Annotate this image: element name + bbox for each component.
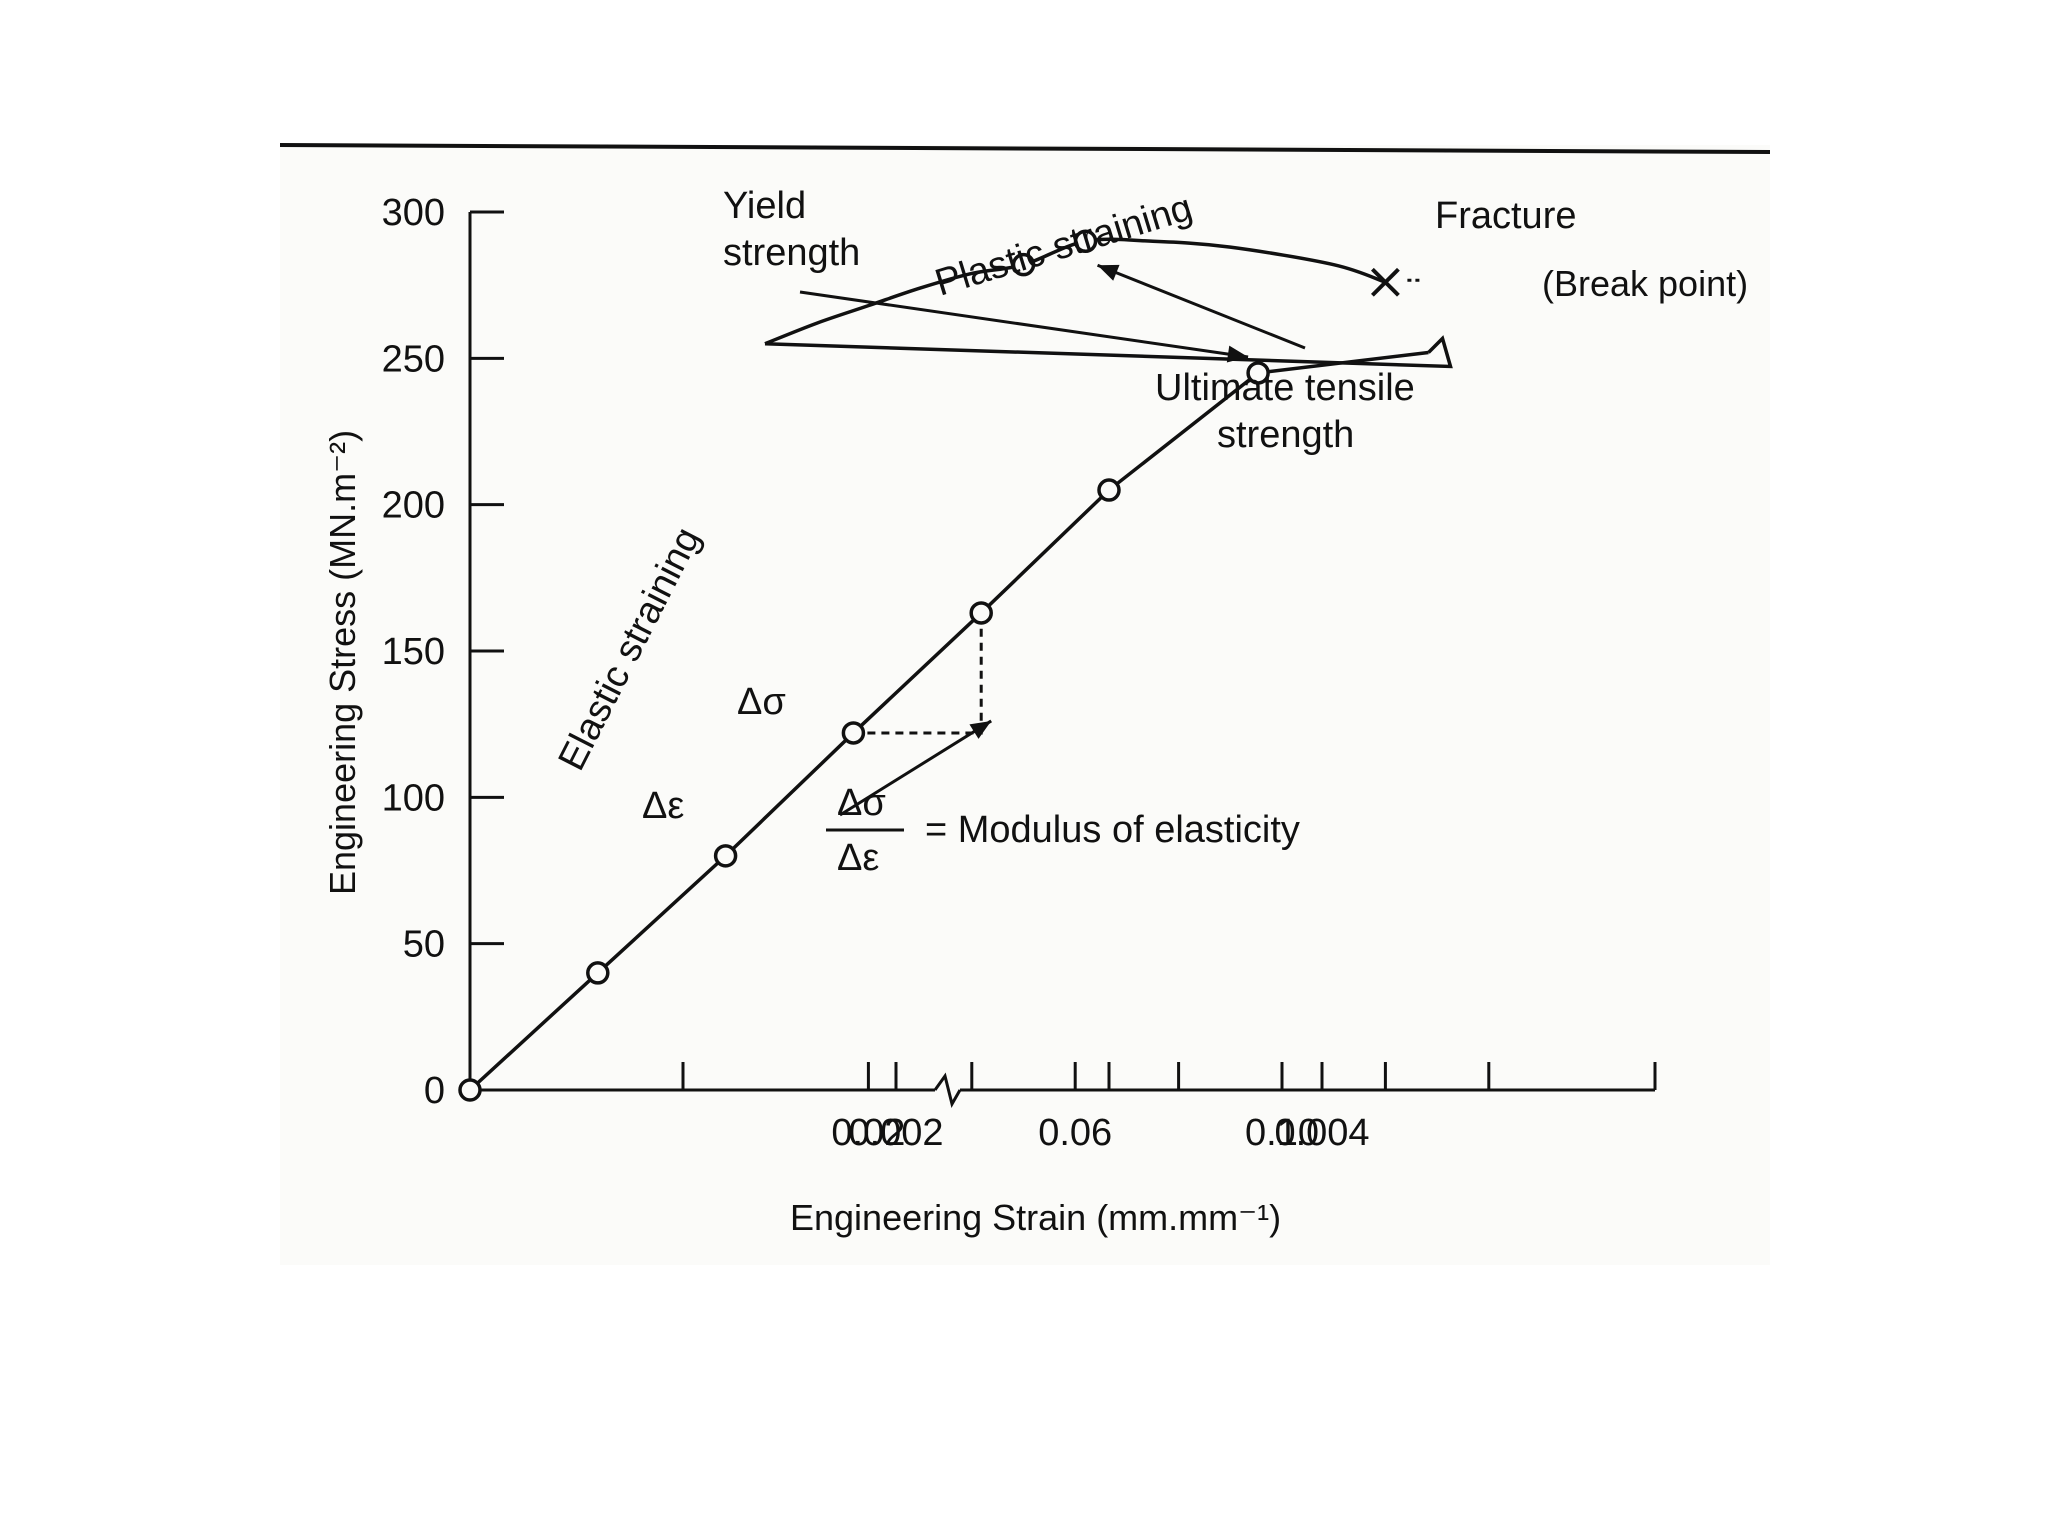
yield-label-line2: strength <box>723 232 860 274</box>
modulus-arrow-shaft <box>839 719 992 817</box>
uts-arrow-head <box>1097 264 1120 281</box>
y-tick-label-250: 250 <box>382 338 445 380</box>
y-tick-label-150: 150 <box>382 631 445 673</box>
data-point-marker <box>458 1078 482 1102</box>
data-point-marker <box>841 721 866 745</box>
x-tick-label-0.002: 0.002 <box>848 1112 943 1154</box>
x-tick-label-0.06: 0.06 <box>1038 1112 1112 1154</box>
uts-label-line1: Ultimate tensile <box>1155 367 1415 409</box>
x-axis-break <box>933 1072 962 1108</box>
yield-arrow-shaft <box>799 290 1249 359</box>
data-point-marker <box>969 601 993 625</box>
data-point-marker <box>1073 229 1098 254</box>
data-point-marker <box>1011 252 1036 277</box>
data-point-marker <box>713 844 738 868</box>
plastic-curve <box>764 237 1386 346</box>
uts-arrow-shaft <box>1096 263 1306 350</box>
uts-label-line2: strength <box>1217 414 1354 456</box>
modulus-arrow-head <box>969 720 992 739</box>
y-tick-label-50: 50 <box>403 924 445 966</box>
curve-break-mark <box>764 335 1453 369</box>
scanned-paper <box>280 145 1770 1265</box>
elastic-line <box>468 350 1429 1092</box>
delta-sigma-label: Δσ <box>737 681 786 723</box>
modulus-label: = Modulus of elasticity <box>925 809 1300 851</box>
x-axis-title: Engineering Strain (mm.mm⁻¹) <box>790 1197 1281 1238</box>
x-tick-label-0.10: 0.10 <box>1245 1112 1319 1154</box>
delta-epsilon-label: Δε <box>642 785 684 827</box>
y-tick-label-100: 100 <box>382 777 445 819</box>
ratio-denominator: Δε <box>837 837 879 879</box>
data-point-marker <box>586 961 610 985</box>
x-tick-label-0.02: 0.02 <box>831 1112 905 1154</box>
ticks: 0 50 100 150 200 250 300 0.002 0.004 0.02 0.06 0.10 <box>382 192 1491 1154</box>
fracture-label: Fracture <box>1435 195 1576 237</box>
break-point-x-marker <box>1370 267 1400 297</box>
markers <box>458 229 1400 1102</box>
y-tick-label-200: 200 <box>382 485 445 527</box>
y-tick-label-0: 0 <box>424 1070 445 1112</box>
y-axis-title: Engineering Stress (MN.m⁻²) <box>322 430 363 895</box>
paper-top-rule <box>279 143 1771 154</box>
yield-label-line1: Yield <box>723 185 806 227</box>
x-tick-label-0.004: 0.004 <box>1274 1112 1369 1154</box>
yield-arrow-head <box>1226 345 1249 363</box>
data-point-marker <box>1097 478 1121 502</box>
y-tick-label-300: 300 <box>382 192 445 234</box>
data-point-marker <box>1246 361 1270 385</box>
break-point-label: (Break point) <box>1542 263 1748 304</box>
